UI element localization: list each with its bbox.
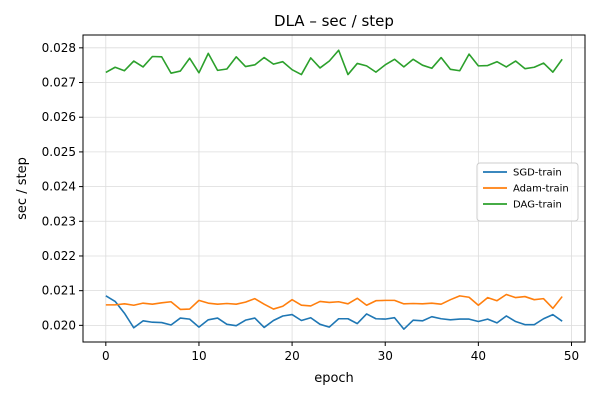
- y-tick-label: 0.023: [42, 214, 76, 228]
- y-tick-label: 0.027: [42, 76, 76, 90]
- chart-title: DLA – sec / step: [274, 12, 394, 30]
- y-tick-label: 0.028: [42, 41, 76, 55]
- y-tick-label: 0.021: [42, 284, 76, 298]
- legend-label: DAG-train: [513, 200, 562, 211]
- x-tick-label: 20: [284, 349, 299, 363]
- y-tick-label: 0.020: [42, 318, 76, 332]
- x-tick-label: 50: [564, 349, 579, 363]
- series-line-dag-train: [105, 49, 563, 76]
- x-axis-label: epoch: [314, 371, 354, 386]
- x-axis-ticks: 0 10 20 30 40 50: [102, 342, 579, 363]
- legend: SGD-train Adam-train DAG-train: [476, 162, 579, 222]
- x-tick-label: 30: [378, 349, 393, 363]
- series-lines: [105, 49, 563, 330]
- legend-label: Adam-train: [513, 184, 569, 195]
- x-tick-label: 40: [471, 349, 486, 363]
- x-tick-label: 10: [191, 349, 206, 363]
- y-tick-label: 0.026: [42, 110, 76, 124]
- series-line-adam-train: [105, 293, 563, 311]
- legend-label: SGD-train: [513, 168, 562, 179]
- plot-frame: [82, 34, 586, 343]
- y-tick-label: 0.024: [42, 180, 76, 194]
- series-line-sgd-train: [105, 295, 563, 330]
- legend-box: [476, 162, 579, 222]
- y-tick-label: 0.025: [42, 145, 76, 159]
- y-axis-ticks: 0.020 0.021 0.022 0.023 0.024 0.025 0.026 0.027…: [42, 41, 83, 332]
- y-axis-label: sec / step: [15, 157, 30, 220]
- y-tick-label: 0.022: [42, 249, 76, 263]
- x-tick-label: 0: [102, 349, 110, 363]
